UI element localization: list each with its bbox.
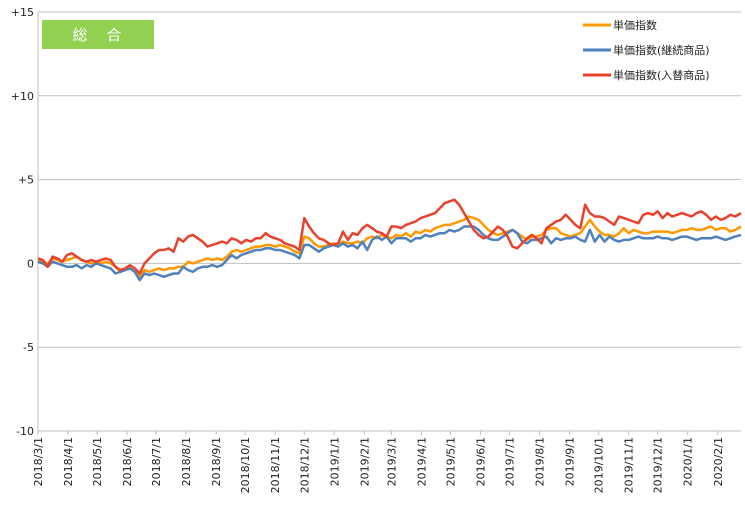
legend-item: 単価指数(継続商品) — [583, 43, 710, 57]
x-tick-label: 2018/7/1 — [150, 437, 163, 486]
x-tick-label: 2019/7/1 — [504, 437, 517, 486]
series-2 — [37, 225, 742, 282]
y-tick-label: -5 — [23, 341, 34, 354]
x-tick-label: 2018/10/1 — [239, 437, 252, 493]
series-3 — [37, 198, 742, 275]
x-tick-label: 2019/2/1 — [358, 437, 371, 486]
legend-label: 単価指数(入替商品) — [613, 68, 710, 82]
x-tick-label: 2019/1/1 — [328, 437, 341, 486]
legend-label: 単価指数 — [613, 18, 657, 32]
y-tick-label: -10 — [16, 425, 34, 438]
y-tick-label: +10 — [11, 90, 34, 103]
x-tick-label: 2018/9/1 — [210, 437, 223, 486]
y-tick-label: +5 — [18, 174, 34, 187]
x-tick-label: 2018/8/1 — [180, 437, 193, 486]
legend-label: 単価指数(継続商品) — [613, 43, 710, 57]
x-tick-label: 2019/11/1 — [623, 437, 636, 493]
x-tick-label: 2019/5/1 — [445, 437, 458, 486]
x-tick-label: 2018/4/1 — [62, 437, 75, 486]
plot-area — [37, 198, 742, 282]
badge-label: 総 合 — [72, 26, 123, 44]
x-tick-label: 2020/1/1 — [682, 437, 695, 486]
x-tick-label: 2018/11/1 — [269, 437, 282, 493]
x-tick-label: 2018/12/1 — [298, 437, 311, 493]
x-tick-label: 2019/3/1 — [385, 437, 398, 486]
series-1 — [37, 215, 742, 279]
x-tick-label: 2018/5/1 — [91, 437, 104, 486]
y-tick-label: +15 — [11, 6, 34, 19]
series-line — [37, 225, 742, 282]
x-tick-label: 2019/8/1 — [534, 437, 547, 486]
x-tick-label: 2019/6/1 — [475, 437, 488, 486]
legend-item: 単価指数 — [583, 18, 657, 32]
series-line — [37, 198, 742, 275]
x-tick-label: 2018/3/1 — [32, 437, 45, 486]
x-tick-label: 2019/4/1 — [415, 437, 428, 486]
x-axis: 2018/3/1 2018/4/1 2018/5/1 2018/6/1 2018/7/1… — [32, 431, 725, 493]
x-tick-label: 2020/2/1 — [712, 437, 725, 486]
series-line — [37, 215, 742, 279]
badge-background — [42, 20, 154, 49]
x-tick-label: 2019/12/1 — [652, 437, 665, 493]
y-axis: +15 +10 +5 0 -5 -10 — [11, 6, 741, 438]
legend-item: 単価指数(入替商品) — [583, 68, 710, 82]
y-tick-label: 0 — [27, 257, 34, 270]
x-tick-label: 2019/10/1 — [593, 437, 606, 493]
chart-badge: 総 合 — [42, 20, 154, 49]
x-tick-label: 2018/6/1 — [121, 437, 134, 486]
x-tick-label: 2019/9/1 — [564, 437, 577, 486]
